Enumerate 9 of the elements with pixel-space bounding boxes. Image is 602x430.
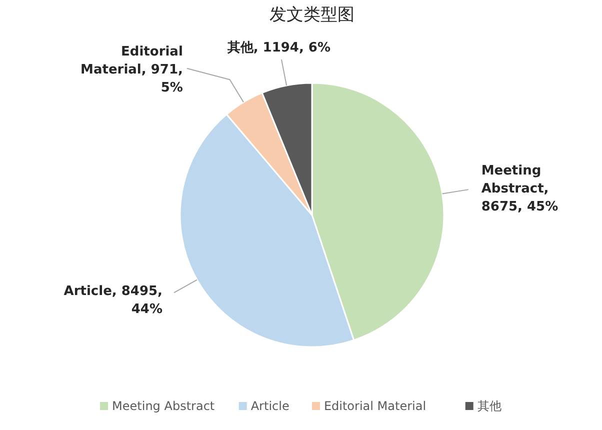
data-label: Article, 8495, 44% (64, 284, 162, 318)
data-label: Editorial Material, 971, 5% (80, 44, 183, 96)
chart-title: 发文类型图 (270, 5, 354, 25)
legend-label: Editorial Material (324, 399, 426, 413)
legend-label: 其他 (477, 399, 502, 413)
legend-label: Meeting Abstract (112, 399, 215, 413)
data-label: Meeting Abstract, 8675, 45% (481, 163, 558, 214)
legend-label: Article (250, 399, 290, 413)
data-label: 其他, 1194, 6% (226, 40, 331, 56)
